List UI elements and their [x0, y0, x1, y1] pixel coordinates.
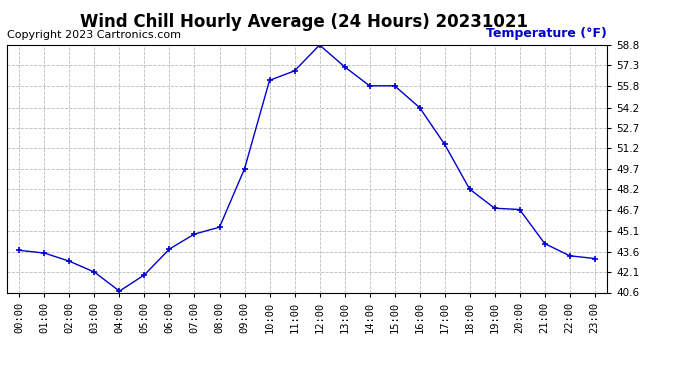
- Text: Copyright 2023 Cartronics.com: Copyright 2023 Cartronics.com: [7, 30, 181, 40]
- Text: Wind Chill Hourly Average (24 Hours) 20231021: Wind Chill Hourly Average (24 Hours) 202…: [79, 13, 528, 31]
- Text: Temperature (°F): Temperature (°F): [486, 27, 607, 40]
